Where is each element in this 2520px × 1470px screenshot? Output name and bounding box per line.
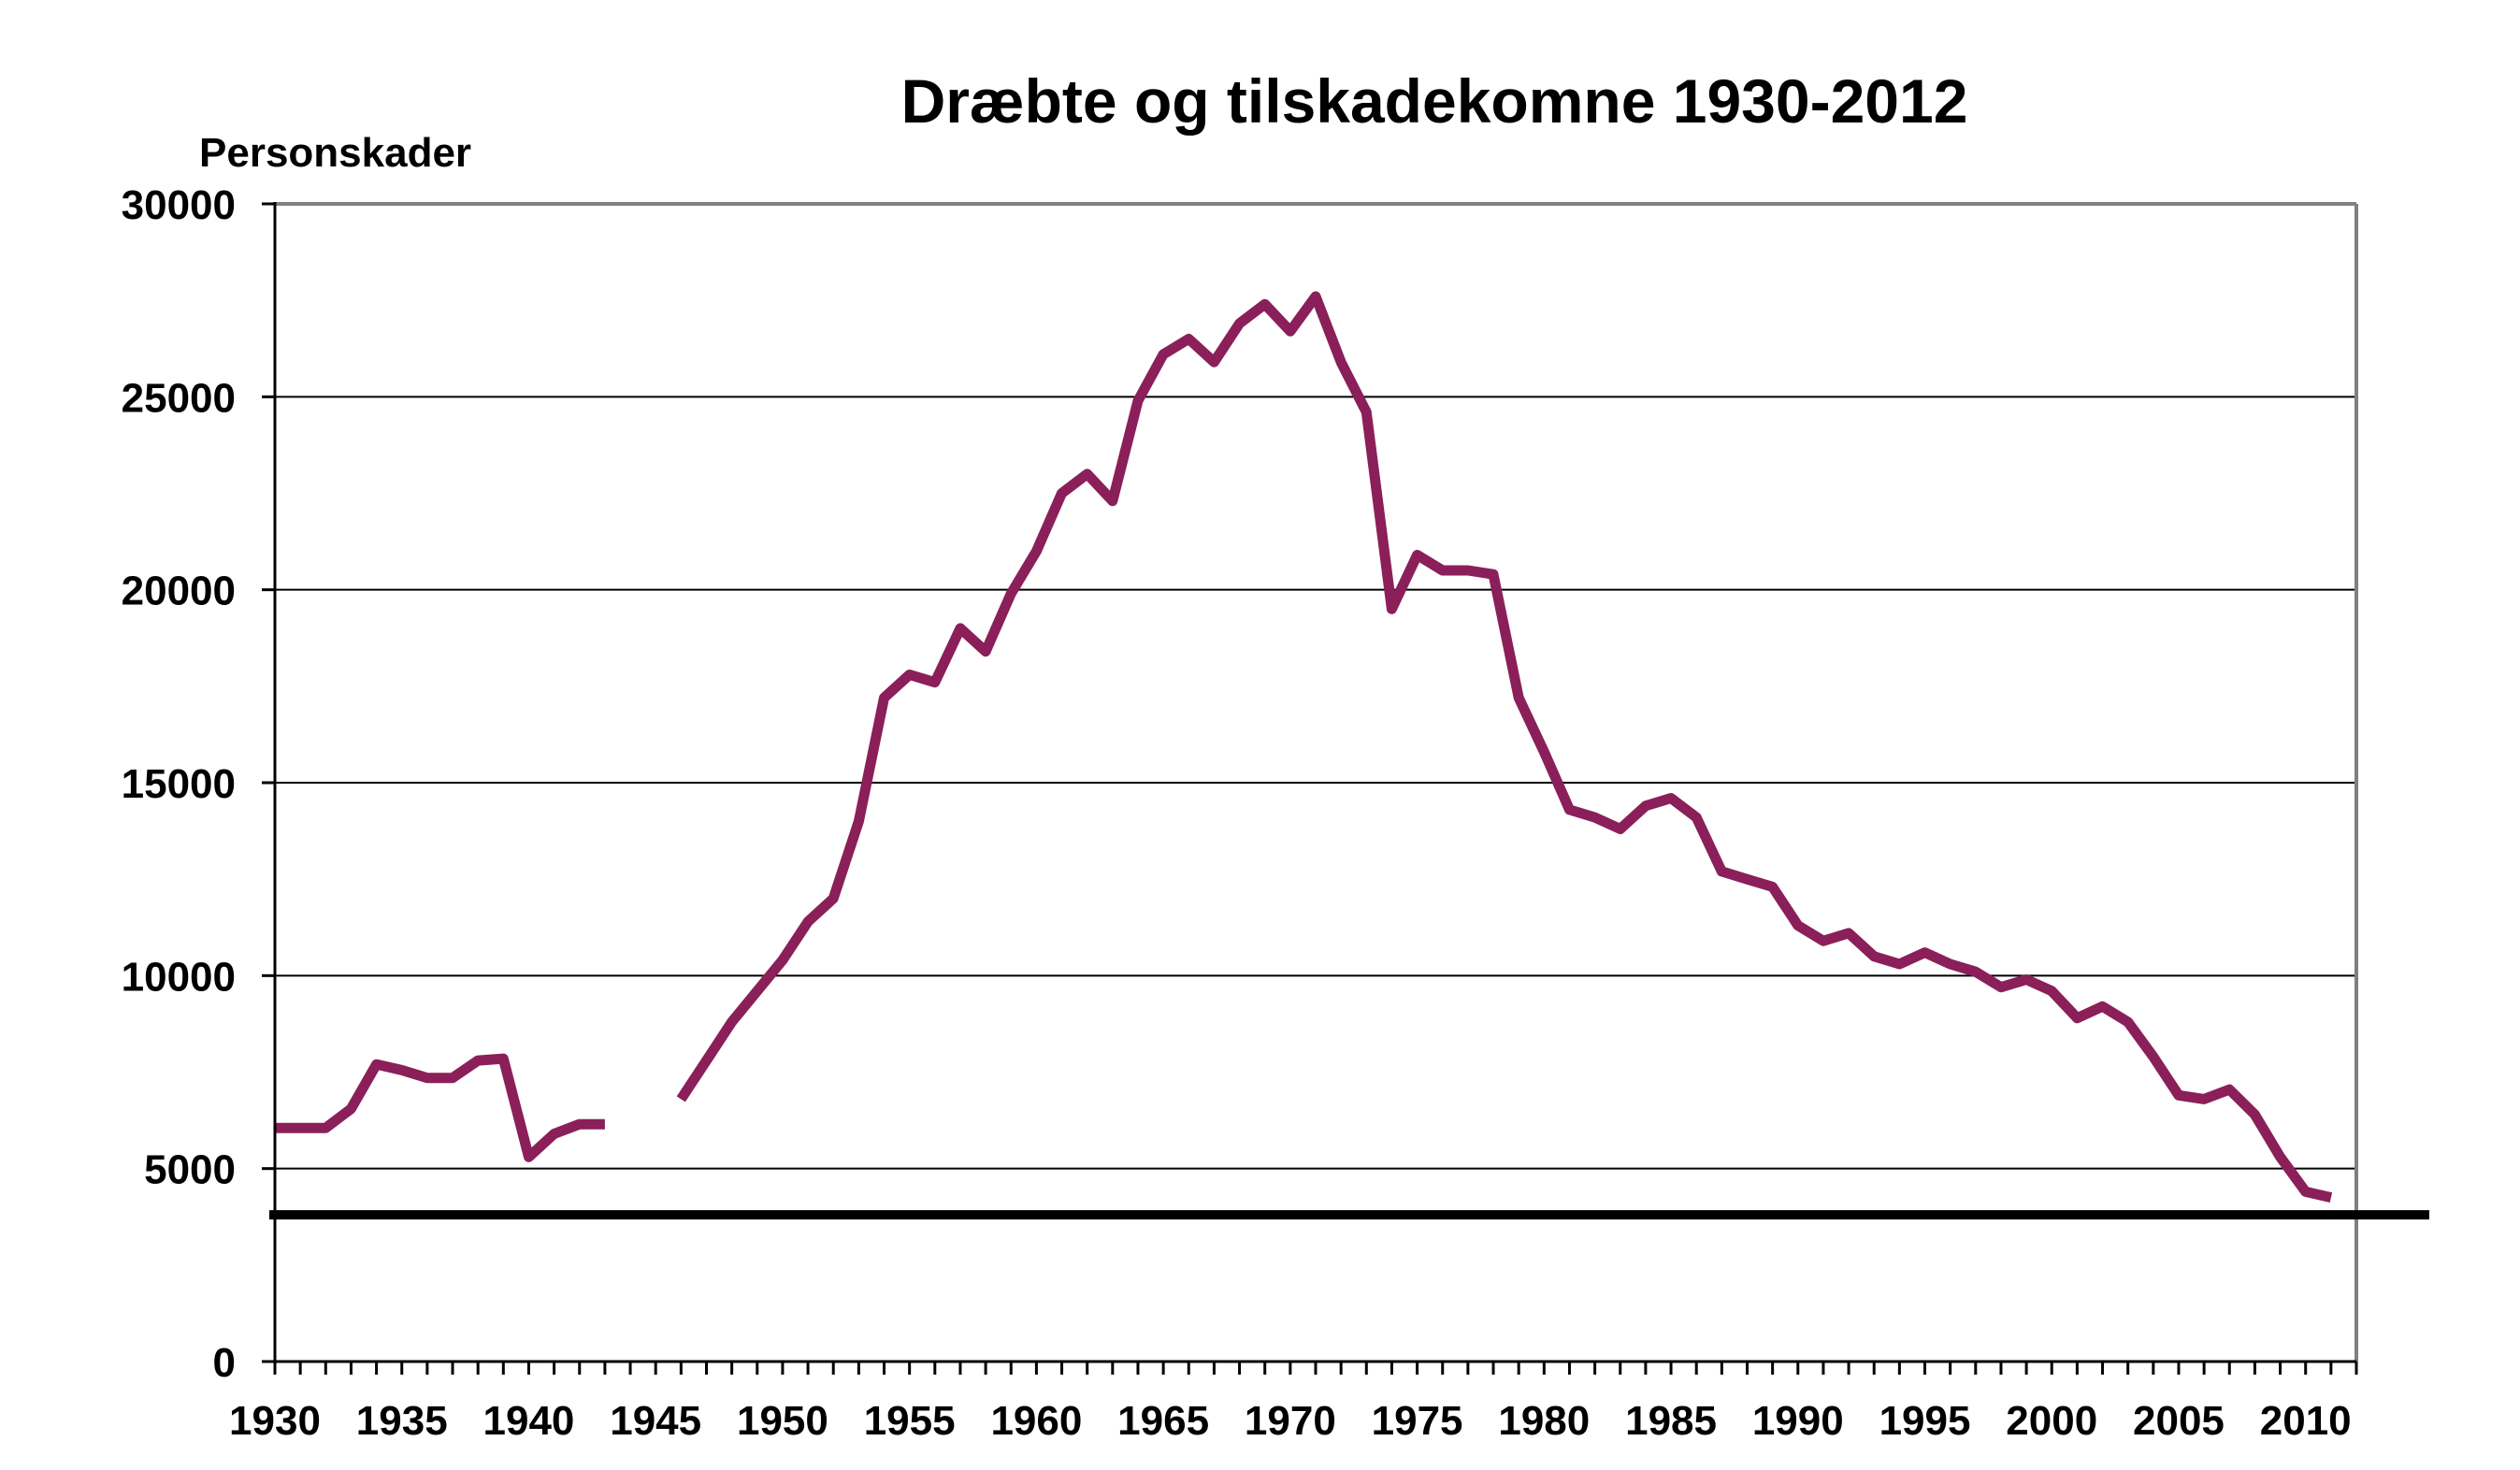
x-tick-label: 2000	[2006, 1398, 2097, 1444]
x-tick-label: 1965	[1117, 1398, 1209, 1444]
x-tick-label: 2005	[2133, 1398, 2225, 1444]
x-tick-label: 1995	[1879, 1398, 1971, 1444]
x-tick-label: 1980	[1498, 1398, 1590, 1444]
y-tick-label: 30000	[122, 182, 236, 228]
y-tick-label: 15000	[122, 761, 236, 807]
x-tick-label: 1960	[990, 1398, 1082, 1444]
series-group	[275, 291, 2333, 1203]
x-tick-label: 1945	[610, 1398, 701, 1444]
x-tick-label: 1950	[737, 1398, 828, 1444]
x-tick-label: 1975	[1372, 1398, 1463, 1444]
x-tick-label: 1985	[1625, 1398, 1717, 1444]
x-tick-label: 1930	[229, 1398, 321, 1444]
plot-frame	[275, 202, 2358, 1362]
axes	[262, 202, 2358, 1375]
x-tick-label: 1935	[356, 1398, 448, 1444]
y-tick-labels: 0 5000 10000 15000 20000 25000 30000	[122, 182, 236, 1386]
y-tick-label: 10000	[122, 954, 236, 1000]
x-tick-label: 1990	[1752, 1398, 1844, 1444]
series-line-segment	[275, 1053, 605, 1162]
y-tick-label: 20000	[122, 569, 236, 614]
series-line-segment	[676, 291, 2333, 1203]
chart-title: Dræbte og tilskadekomne 1930-2012	[901, 66, 1968, 136]
y-axis-unit-label: Personskader	[199, 130, 471, 176]
y-tick-label: 0	[213, 1340, 236, 1386]
x-tick-labels: 1930 1935 1940 1945 1950 1955 1960 1965 1970 1975…	[229, 1398, 2352, 1444]
x-tick-label: 1955	[864, 1398, 956, 1444]
y-tick-label: 25000	[122, 375, 236, 421]
x-tick-label: 1970	[1245, 1398, 1336, 1444]
x-tick-label: 2010	[2260, 1398, 2352, 1444]
y-tick-label: 5000	[144, 1147, 236, 1193]
x-tick-label: 1940	[483, 1398, 575, 1444]
